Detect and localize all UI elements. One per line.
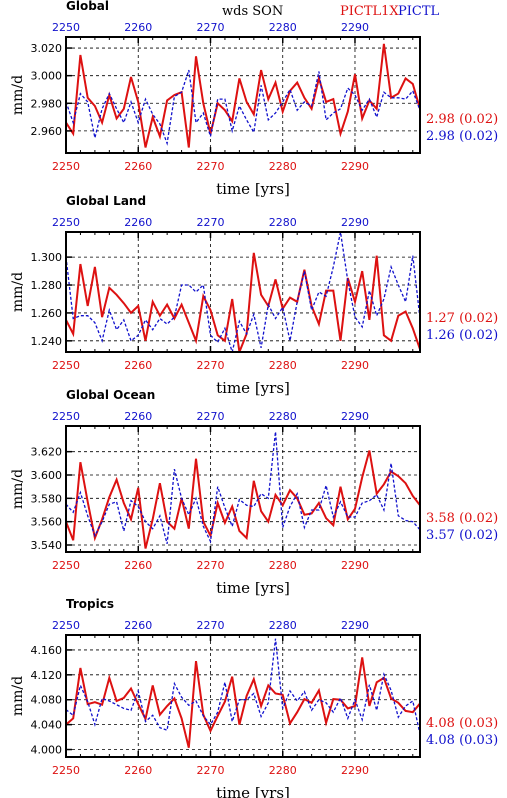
panel-2: 2250 2250 2260 2260 2270 2270 2280 2280 2290 2290… xyxy=(10,194,498,397)
x-tick-label-top: 2250 xyxy=(52,216,80,229)
panel-title: Global Ocean xyxy=(66,388,155,402)
x-tick-label-bottom: 2290 xyxy=(341,160,369,173)
x-tick-label-bottom: 2260 xyxy=(124,359,152,372)
y-tick-label: 3.540 xyxy=(31,539,63,552)
x-tick-label-bottom: 2250 xyxy=(52,160,80,173)
y-tick-label: 4.160 xyxy=(31,644,63,657)
x-tick-label-top: 2270 xyxy=(196,619,224,632)
y-tick-label: 1.300 xyxy=(31,251,63,264)
series-line-red xyxy=(66,252,420,352)
x-tick-label-top: 2250 xyxy=(52,21,80,34)
x-tick-label-bottom: 2280 xyxy=(269,359,297,372)
panel-4: 2250 2250 2260 2260 2270 2270 2280 2280 2290 2290… xyxy=(10,597,498,798)
x-tick-label-top: 2280 xyxy=(269,410,297,423)
x-tick-label-bottom: 2250 xyxy=(52,359,80,372)
x-tick-label-top: 2290 xyxy=(341,619,369,632)
x-tick-label-top: 2260 xyxy=(124,410,152,423)
x-tick-label-bottom: 2290 xyxy=(341,764,369,777)
series-stat-blue: 2.98 (0.02) xyxy=(426,129,498,144)
x-tick-label-top: 2270 xyxy=(196,410,224,423)
y-tick-label: 2.960 xyxy=(31,125,63,138)
x-tick-label-top: 2260 xyxy=(124,619,152,632)
x-tick-label-bottom: 2260 xyxy=(124,160,152,173)
y-tick-label: 4.040 xyxy=(31,719,63,732)
y-tick-label: 3.560 xyxy=(31,516,63,529)
series-line-blue xyxy=(66,232,420,352)
x-tick-label-bottom: 2280 xyxy=(269,559,297,572)
x-tick-label-bottom: 2270 xyxy=(196,764,224,777)
x-tick-label-top: 2290 xyxy=(341,216,369,229)
panel-1: 2250 2250 2260 2260 2270 2270 2280 2280 2290 2290… xyxy=(10,0,498,198)
x-tick-label-top: 2290 xyxy=(341,21,369,34)
series-stat-red: 4.08 (0.03) xyxy=(426,716,498,731)
series-stat-red: 2.98 (0.02) xyxy=(426,112,498,127)
plot-frame xyxy=(65,36,421,154)
series-stat-blue: 1.26 (0.02) xyxy=(426,328,498,343)
x-axis-label: time [yrs] xyxy=(216,180,290,198)
y-tick-label: 4.000 xyxy=(31,744,63,757)
y-tick-label: 4.120 xyxy=(31,669,63,682)
x-axis-label: time [yrs] xyxy=(216,579,290,597)
y-axis-label: mm/d xyxy=(10,75,26,115)
plot-frame xyxy=(65,634,421,758)
x-tick-label-bottom: 2280 xyxy=(269,764,297,777)
y-tick-label: 3.580 xyxy=(31,492,63,505)
x-tick-label-bottom: 2250 xyxy=(52,764,80,777)
series-stat-red: 3.58 (0.02) xyxy=(426,511,498,526)
x-axis-label: time [yrs] xyxy=(216,784,290,798)
y-axis-label: mm/d xyxy=(10,272,26,312)
x-tick-label-bottom: 2290 xyxy=(341,559,369,572)
x-tick-label-top: 2250 xyxy=(52,410,80,423)
y-tick-label: 3.600 xyxy=(31,469,63,482)
x-tick-label-bottom: 2290 xyxy=(341,359,369,372)
series-line-blue xyxy=(66,69,420,146)
x-tick-label-top: 2250 xyxy=(52,619,80,632)
panel-title: Tropics xyxy=(66,597,114,611)
series-stat-blue: 4.08 (0.03) xyxy=(426,733,498,748)
y-tick-label: 1.280 xyxy=(31,279,63,292)
panel-3: 2250 2250 2260 2260 2270 2270 2280 2280 2290 2290… xyxy=(10,388,498,597)
series-line-red xyxy=(66,657,420,748)
series-line-blue xyxy=(66,431,420,544)
x-tick-label-top: 2290 xyxy=(341,410,369,423)
series-line-red xyxy=(66,450,420,549)
legend-blue-label: PICTL xyxy=(398,4,440,19)
x-tick-label-top: 2270 xyxy=(196,216,224,229)
y-tick-label: 4.080 xyxy=(31,694,63,707)
x-tick-label-bottom: 2270 xyxy=(196,559,224,572)
x-tick-label-bottom: 2270 xyxy=(196,359,224,372)
x-tick-label-top: 2280 xyxy=(269,21,297,34)
y-tick-label: 1.240 xyxy=(31,335,63,348)
x-tick-label-top: 2260 xyxy=(124,216,152,229)
y-axis-label: mm/d xyxy=(10,469,26,509)
figure-header: wds SON PICTL1X PICTL xyxy=(222,4,440,19)
x-tick-label-bottom: 2270 xyxy=(196,160,224,173)
series-line-red xyxy=(66,43,420,148)
legend-red-label: PICTL1X xyxy=(340,4,399,19)
panel-title: Global xyxy=(66,0,109,13)
y-tick-label: 3.020 xyxy=(31,42,63,55)
x-tick-label-top: 2260 xyxy=(124,21,152,34)
series-stat-red: 1.27 (0.02) xyxy=(426,311,498,326)
x-tick-label-bottom: 2260 xyxy=(124,764,152,777)
x-tick-label-bottom: 2260 xyxy=(124,559,152,572)
plot-frame xyxy=(65,231,421,353)
x-tick-label-top: 2270 xyxy=(196,21,224,34)
y-tick-label: 2.980 xyxy=(31,97,63,110)
panel-title: Global Land xyxy=(66,194,146,208)
series-stat-blue: 3.57 (0.02) xyxy=(426,528,498,543)
series-line-blue xyxy=(66,638,420,737)
x-tick-label-top: 2280 xyxy=(269,216,297,229)
x-tick-label-bottom: 2280 xyxy=(269,160,297,173)
x-tick-label-top: 2280 xyxy=(269,619,297,632)
y-tick-label: 3.000 xyxy=(31,70,63,83)
y-tick-label: 3.620 xyxy=(31,446,63,459)
plot-frame xyxy=(65,425,421,553)
variable-label: wds SON xyxy=(222,4,283,19)
y-axis-label: mm/d xyxy=(10,676,26,716)
x-axis-label: time [yrs] xyxy=(216,379,290,397)
x-tick-label-bottom: 2250 xyxy=(52,559,80,572)
y-tick-label: 1.260 xyxy=(31,307,63,320)
